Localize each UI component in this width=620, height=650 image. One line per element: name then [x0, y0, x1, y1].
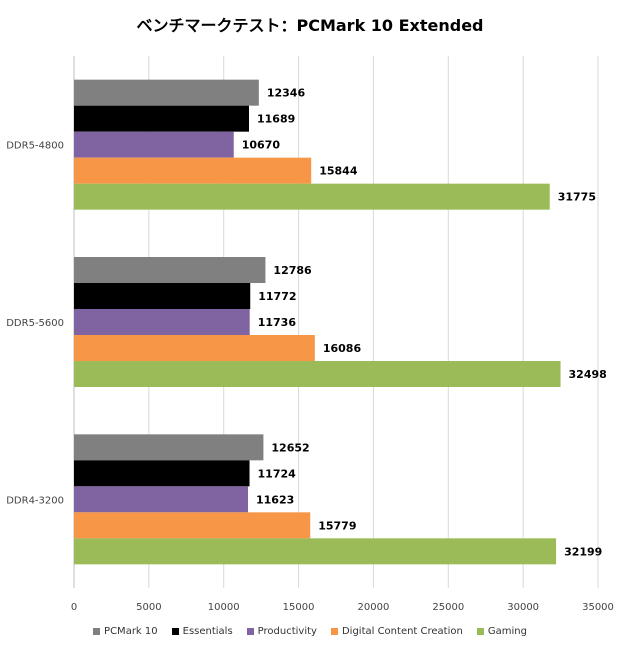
bar	[74, 486, 249, 513]
data-label: 12786	[273, 264, 312, 277]
category-label: DDR4-3200	[6, 495, 64, 506]
data-label: 11724	[258, 467, 297, 480]
data-label: 11736	[258, 316, 297, 329]
legend-item: PCMark 10	[93, 626, 158, 637]
x-tick-label: 30000	[507, 602, 539, 613]
legend-label: Gaming	[487, 626, 527, 637]
bar	[74, 335, 315, 361]
bar	[74, 79, 259, 106]
data-label: 32498	[569, 368, 607, 381]
legend-label: Digital Content Creation	[341, 626, 463, 637]
bar	[74, 105, 250, 132]
legend-item: Productivity	[246, 626, 317, 637]
x-tick-label: 10000	[208, 602, 240, 613]
legend-label: Productivity	[257, 626, 317, 637]
bar	[74, 257, 266, 283]
data-label: 32199	[564, 545, 602, 558]
bar	[74, 157, 312, 184]
data-label: 15779	[318, 519, 356, 532]
legend-swatch	[93, 628, 101, 635]
bar	[74, 434, 264, 461]
data-label: 11772	[258, 290, 296, 303]
bar	[74, 309, 250, 335]
data-label: 16086	[323, 342, 362, 355]
data-label: 15844	[319, 165, 358, 178]
legend-swatch	[330, 628, 338, 635]
legend-label: Essentials	[182, 626, 233, 637]
legend-label: PCMark 10	[104, 626, 158, 637]
bar	[74, 131, 234, 158]
legend-item: Essentials	[171, 626, 233, 637]
data-label: 11623	[256, 493, 294, 506]
x-tick-label: 15000	[283, 602, 315, 613]
x-tick-label: 5000	[136, 602, 161, 613]
x-tick-label: 20000	[358, 602, 390, 613]
x-tick-label: 25000	[432, 602, 464, 613]
data-label: 12652	[271, 441, 309, 454]
bar	[74, 512, 311, 539]
chart-legend: PCMark 10 Essentials Productivity Digital C…	[0, 626, 620, 637]
legend-item: Gaming	[476, 626, 527, 637]
bar	[74, 361, 561, 387]
x-tick-label: 35000	[582, 602, 614, 613]
bar	[74, 183, 550, 210]
legend-swatch	[476, 628, 484, 635]
data-label: 12346	[267, 87, 306, 100]
chart-title: ベンチマークテスト：PCMark 10 Extended	[136, 16, 484, 35]
legend-swatch	[246, 628, 254, 635]
x-tick-label: 0	[71, 602, 77, 613]
bar	[74, 538, 557, 565]
bar	[74, 283, 251, 309]
bar	[74, 460, 250, 487]
data-label: 10670	[242, 139, 281, 152]
data-label: 31775	[558, 191, 596, 204]
data-label: 11689	[257, 113, 295, 126]
legend-swatch	[171, 628, 179, 635]
legend-item: Digital Content Creation	[330, 626, 463, 637]
category-label: DDR5-5600	[6, 318, 64, 329]
category-label: DDR5-4800	[6, 141, 64, 152]
